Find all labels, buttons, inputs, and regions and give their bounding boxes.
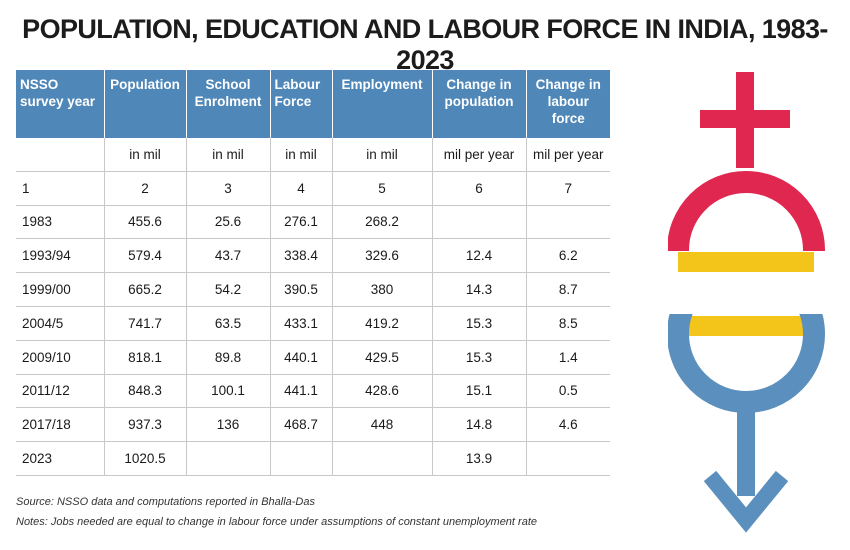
change-labour-force-cell: 1.4 <box>526 340 610 375</box>
unit-cell: in mil <box>270 138 333 172</box>
employment-cell: 428.6 <box>332 374 433 409</box>
employment-cell: 268.2 <box>332 205 433 240</box>
year-cell: 2017/18 <box>16 407 105 443</box>
col-header-year: NSSO survey year <box>16 70 105 138</box>
year-cell: 1999/00 <box>16 272 105 307</box>
column-number-cell: 1 <box>16 171 105 206</box>
unit-cell: in mil <box>104 138 187 172</box>
labour-force-cell <box>270 441 333 476</box>
school-enrolment-cell: 63.5 <box>186 306 271 341</box>
column-number-cell: 3 <box>186 171 271 206</box>
population-cell: 1020.5 <box>104 441 187 476</box>
population-cell: 818.1 <box>104 340 187 375</box>
employment-cell <box>332 441 433 476</box>
employment-cell: 419.2 <box>332 306 433 341</box>
population-cell: 848.3 <box>104 374 187 409</box>
unit-cell: mil per year <box>526 138 610 172</box>
change-labour-force-cell: 8.5 <box>526 306 610 341</box>
table-row: 2023 1020.5 13.9 <box>16 441 610 476</box>
labour-force-cell: 440.1 <box>270 340 333 375</box>
year-cell: 2011/12 <box>16 374 105 409</box>
labour-force-cell: 276.1 <box>270 205 333 240</box>
labour-force-cell: 441.1 <box>270 374 333 409</box>
labour-force-cell: 433.1 <box>270 306 333 341</box>
col-header-change-labour-force: Change in labour force <box>526 70 610 138</box>
change-population-cell: 14.3 <box>432 272 527 307</box>
source-note: Source: NSSO data and computations repor… <box>16 496 315 508</box>
labour-force-cell: 468.7 <box>270 407 333 443</box>
change-population-cell: 15.3 <box>432 340 527 375</box>
page-title: POPULATION, EDUCATION AND LABOUR FORCE I… <box>22 14 828 75</box>
year-cell: 2009/10 <box>16 340 105 375</box>
change-labour-force-cell: 6.2 <box>526 238 610 274</box>
table-row: 1999/00 665.2 54.2 390.5 380 14.3 8.7 <box>16 272 610 307</box>
school-enrolment-cell <box>186 441 271 476</box>
yellow-band-bottom <box>678 316 814 336</box>
female-symbol-icon <box>668 72 825 251</box>
column-number-cell: 5 <box>332 171 433 206</box>
employment-cell: 448 <box>332 407 433 443</box>
gender-symbols-illustration <box>668 72 825 533</box>
change-population-cell <box>432 205 527 240</box>
change-population-cell: 15.3 <box>432 306 527 341</box>
male-symbol-icon <box>668 314 825 533</box>
employment-cell: 329.6 <box>332 238 433 274</box>
table-row: 2017/18 937.3 136 468.7 448 14.8 4.6 <box>16 407 610 443</box>
school-enrolment-cell: 54.2 <box>186 272 271 307</box>
change-population-cell: 12.4 <box>432 238 527 274</box>
col-header-labour-force: Labour Force <box>270 70 333 138</box>
population-cell: 741.7 <box>104 306 187 341</box>
unit-cell: in mil <box>332 138 433 172</box>
school-enrolment-cell: 25.6 <box>186 205 271 240</box>
change-labour-force-cell: 0.5 <box>526 374 610 409</box>
column-number-cell: 2 <box>104 171 187 206</box>
employment-cell: 380 <box>332 272 433 307</box>
column-number-row: 1 2 3 4 5 6 7 <box>16 171 610 206</box>
school-enrolment-cell: 136 <box>186 407 271 443</box>
population-cell: 579.4 <box>104 238 187 274</box>
change-population-cell: 15.1 <box>432 374 527 409</box>
unit-cell: mil per year <box>432 138 527 172</box>
school-enrolment-cell: 43.7 <box>186 238 271 274</box>
col-header-population: Population <box>104 70 187 138</box>
table-row: 2009/10 818.1 89.8 440.1 429.5 15.3 1.4 <box>16 340 610 375</box>
units-row: in mil in mil in mil in mil mil per year… <box>16 138 610 172</box>
year-cell: 2023 <box>16 441 105 476</box>
employment-cell: 429.5 <box>332 340 433 375</box>
change-labour-force-cell <box>526 441 610 476</box>
year-cell: 1983 <box>16 205 105 240</box>
header-row: NSSO survey year Population School Enrol… <box>16 70 610 138</box>
col-header-change-population: Change in population <box>432 70 527 138</box>
col-header-employment: Employment <box>332 70 433 138</box>
footnotes: Source: NSSO data and computations repor… <box>16 492 537 532</box>
labour-force-cell: 338.4 <box>270 238 333 274</box>
population-cell: 455.6 <box>104 205 187 240</box>
data-table: NSSO survey year Population School Enrol… <box>16 70 610 476</box>
yellow-band-top <box>678 252 814 272</box>
table-row: 1993/94 579.4 43.7 338.4 329.6 12.4 6.2 <box>16 238 610 274</box>
col-header-school-enrolment: School Enrolment <box>186 70 271 138</box>
unit-cell <box>16 138 105 172</box>
population-cell: 937.3 <box>104 407 187 443</box>
column-number-cell: 6 <box>432 171 527 206</box>
column-number-cell: 7 <box>526 171 610 206</box>
table-row: 2004/5 741.7 63.5 433.1 419.2 15.3 8.5 <box>16 306 610 341</box>
table-row: 1983 455.6 25.6 276.1 268.2 <box>16 205 610 240</box>
change-labour-force-cell <box>526 205 610 240</box>
change-labour-force-cell: 4.6 <box>526 407 610 443</box>
change-population-cell: 14.8 <box>432 407 527 443</box>
school-enrolment-cell: 100.1 <box>186 374 271 409</box>
labour-force-cell: 390.5 <box>270 272 333 307</box>
population-cell: 665.2 <box>104 272 187 307</box>
change-labour-force-cell: 8.7 <box>526 272 610 307</box>
unit-cell: in mil <box>186 138 271 172</box>
notes-text: Notes: Jobs needed are equal to change i… <box>16 516 537 528</box>
school-enrolment-cell: 89.8 <box>186 340 271 375</box>
year-cell: 2004/5 <box>16 306 105 341</box>
change-population-cell: 13.9 <box>432 441 527 476</box>
table-row: 2011/12 848.3 100.1 441.1 428.6 15.1 0.5 <box>16 374 610 409</box>
year-cell: 1993/94 <box>16 238 105 274</box>
column-number-cell: 4 <box>270 171 333 206</box>
